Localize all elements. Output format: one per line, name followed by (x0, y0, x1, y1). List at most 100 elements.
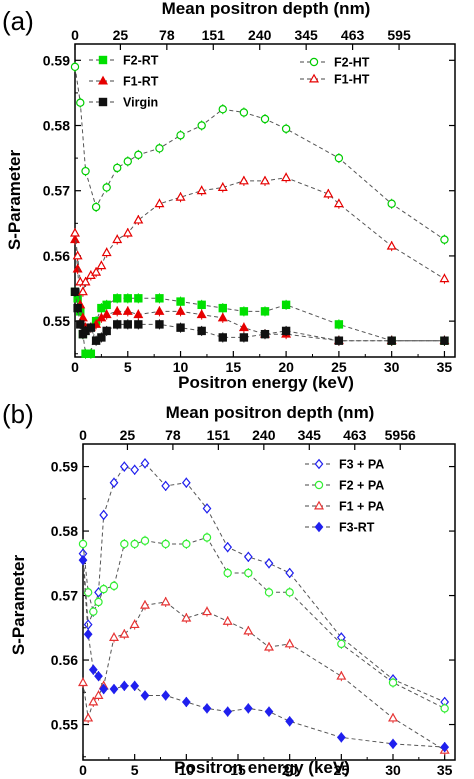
data-point (336, 732, 346, 743)
data-point (78, 554, 88, 566)
data-point (96, 260, 107, 270)
data-point (264, 558, 274, 569)
x-tick-label: 30 (384, 359, 400, 375)
data-point (112, 234, 123, 244)
top-tick-label: 78 (159, 27, 175, 43)
data-point (160, 596, 171, 606)
top-axis-title: Mean positron depth (nm) (166, 403, 375, 422)
legend-label: F2-RT (123, 54, 159, 68)
data-point (182, 539, 191, 549)
data-point (238, 175, 249, 185)
data-point (154, 198, 165, 208)
y-tick-label: 0.55 (51, 717, 78, 733)
data-point (281, 172, 292, 182)
legend-label: F3-RT (339, 521, 375, 535)
series-line (74, 66, 445, 241)
x-tick-label: 25 (334, 762, 350, 778)
data-point (243, 551, 253, 563)
legend-marker (314, 521, 324, 533)
data-point (440, 336, 449, 345)
data-point (102, 183, 111, 192)
data-point (440, 235, 449, 244)
data-point (217, 182, 228, 191)
x-axis-title: Positron energy (keV) (178, 373, 354, 392)
data-point (99, 683, 109, 695)
legend-label: F3 + PA (339, 458, 384, 472)
y-tick-label: 0.59 (43, 52, 70, 68)
top-tick-label: 463 (343, 427, 367, 443)
data-point (134, 294, 143, 303)
data-point (77, 286, 88, 296)
data-point (223, 541, 233, 553)
data-point (109, 477, 119, 488)
data-point (140, 599, 150, 609)
top-tick-label: 151 (202, 27, 226, 43)
data-point (334, 336, 344, 345)
data-point (264, 641, 274, 651)
data-point (285, 567, 295, 579)
data-point (202, 533, 212, 542)
data-point (76, 320, 85, 329)
series-f3-pa (78, 458, 450, 708)
legend-label: F1 + PA (339, 500, 384, 514)
data-point (239, 307, 249, 316)
data-point (281, 124, 291, 133)
data-point (83, 588, 93, 597)
data-point (112, 305, 123, 315)
data-point (337, 639, 346, 649)
data-point (218, 333, 227, 342)
data-point (334, 153, 344, 163)
data-point (333, 198, 344, 208)
legend-item: F2 + PA (305, 479, 384, 493)
legend-marker (98, 55, 108, 65)
top-tick-label: 240 (248, 27, 272, 43)
data-point (99, 509, 109, 521)
data-point (238, 322, 249, 332)
x-tick-label: 10 (173, 359, 189, 375)
data-point (102, 300, 111, 310)
data-point (113, 294, 122, 303)
legend-label: F2-HT (334, 56, 370, 70)
series-virgin (70, 286, 449, 346)
series-f1-ht (70, 172, 450, 297)
data-point (223, 706, 233, 717)
top-tick-label: 5956 (385, 427, 416, 443)
data-point (120, 539, 129, 549)
data-point (202, 703, 212, 714)
data-point (94, 597, 103, 607)
data-point (94, 670, 103, 682)
top-tick-label: 0 (79, 427, 87, 443)
top-tick-label: 240 (252, 427, 276, 443)
data-point (181, 477, 191, 488)
legend-item: F1-HT (300, 73, 370, 87)
legend-item: Virgin (89, 96, 158, 110)
data-point (217, 312, 228, 322)
data-point (155, 144, 164, 153)
data-point (222, 615, 233, 625)
panel-b: (b)0 5 10 15 20 25 30 350.550.560.570.580.590 25… (2, 399, 456, 778)
data-point (218, 105, 227, 114)
data-point (323, 188, 334, 198)
data-point (101, 309, 112, 319)
top-axis-title: Mean positron depth (nm) (162, 0, 371, 18)
data-point (175, 191, 186, 201)
data-point (440, 741, 450, 753)
data-point (264, 588, 274, 597)
y-axis-title: S-Parameter (9, 555, 28, 656)
data-point (134, 150, 143, 160)
y-tick-label: 0.57 (43, 183, 70, 199)
data-point (202, 503, 212, 514)
data-point (281, 300, 291, 310)
series-f3-rt (78, 554, 450, 753)
data-point (78, 677, 88, 687)
x-tick-label: 5 (131, 762, 139, 778)
data-point (140, 690, 150, 701)
legend-item: F3-RT (305, 521, 375, 535)
plot-frame (82, 443, 456, 761)
x-axis-title: Positron energy (keV) (174, 758, 350, 777)
data-point (388, 678, 398, 687)
legend-item: F2-RT (89, 54, 159, 68)
top-tick-label: 345 (298, 427, 322, 443)
data-point (175, 305, 186, 315)
data-point (119, 680, 129, 692)
